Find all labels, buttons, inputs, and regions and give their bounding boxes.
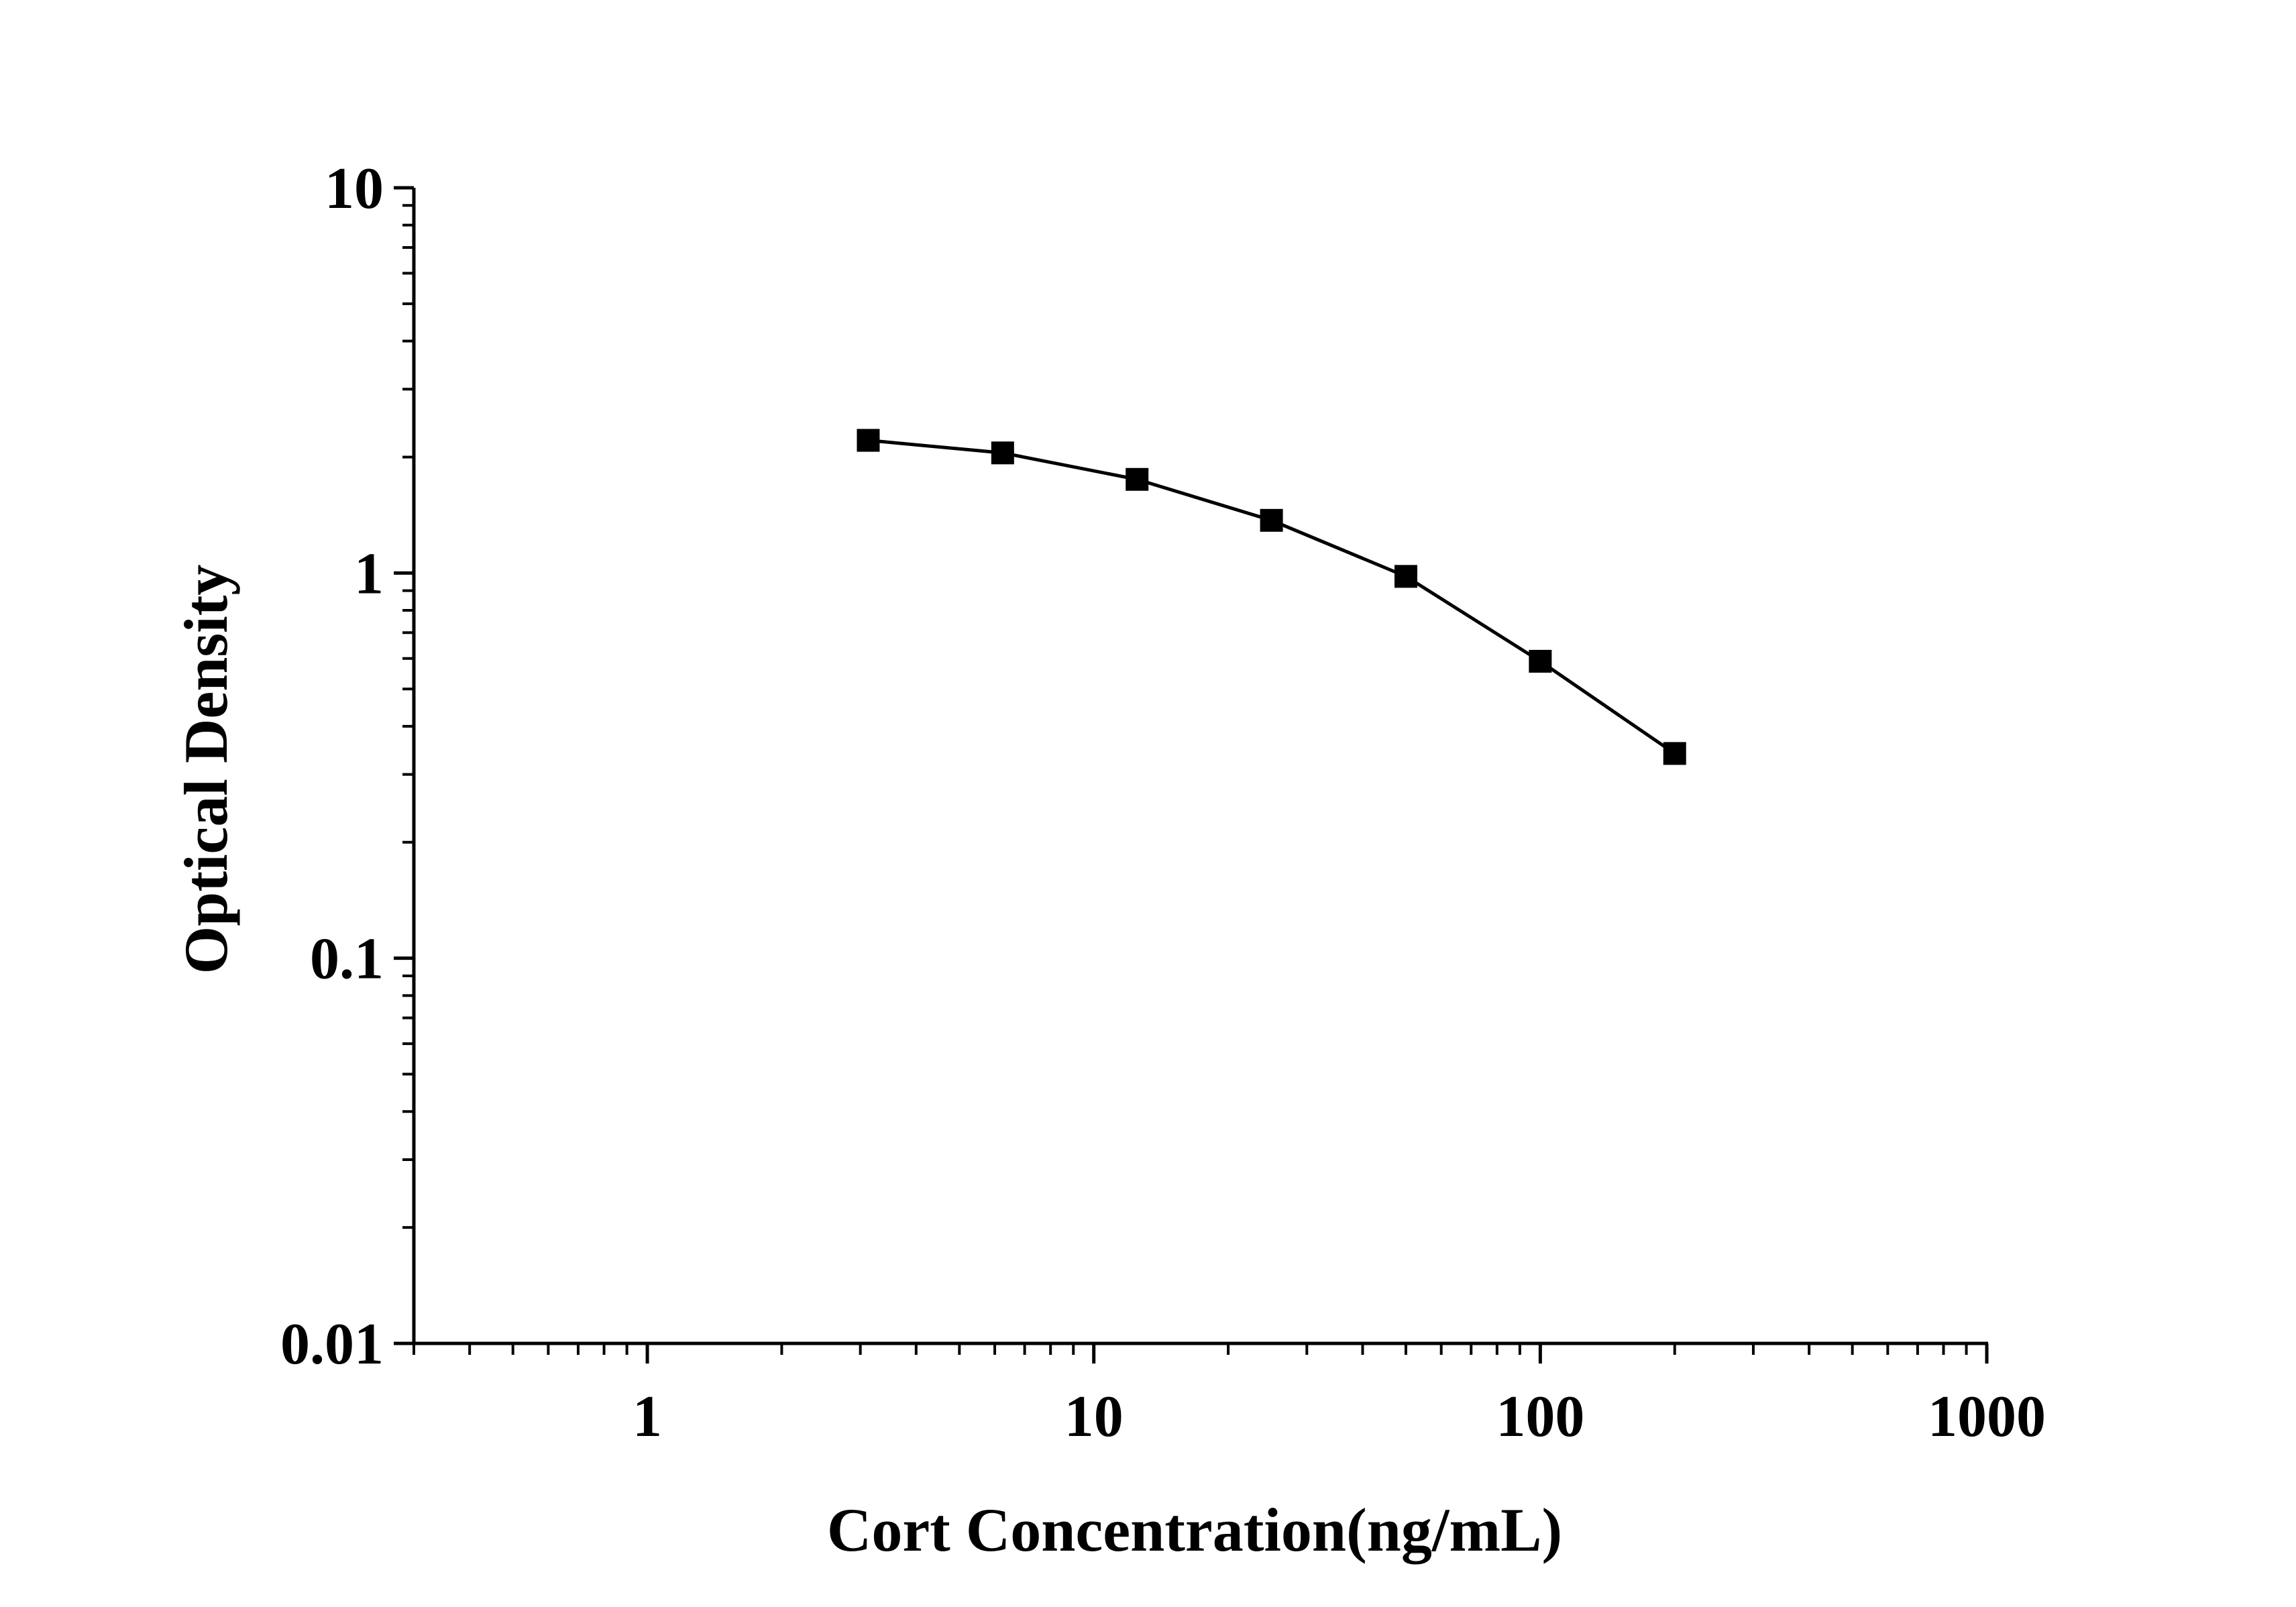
data-point (991, 441, 1014, 465)
x-tick-label: 1000 (1928, 1384, 2046, 1449)
series-line (868, 439, 1676, 755)
y-tick-label: 0.1 (310, 927, 384, 992)
series-layer (857, 429, 1686, 765)
y-tick-label: 0.01 (280, 1312, 384, 1377)
data-point (1394, 565, 1417, 588)
y-ticks: 0.01 0.1 1 10 (280, 156, 414, 1377)
y-tick-label: 1 (354, 541, 384, 606)
data-point (1529, 649, 1552, 673)
x-axis-label: Cort Concentration(ng/mL) (827, 1496, 1562, 1564)
y-axis-label: Optical Density (172, 565, 240, 975)
data-point (1663, 742, 1686, 765)
x-tick-label: 10 (1064, 1384, 1124, 1449)
data-point (1260, 508, 1283, 532)
data-point (857, 429, 880, 452)
axes (412, 188, 1988, 1345)
y-tick-label: 10 (325, 156, 384, 221)
x-tick-label: 100 (1496, 1384, 1584, 1449)
data-point (1126, 467, 1149, 491)
x-ticks: 1 10 100 1000 (413, 1343, 2046, 1449)
x-tick-label: 1 (633, 1384, 662, 1449)
